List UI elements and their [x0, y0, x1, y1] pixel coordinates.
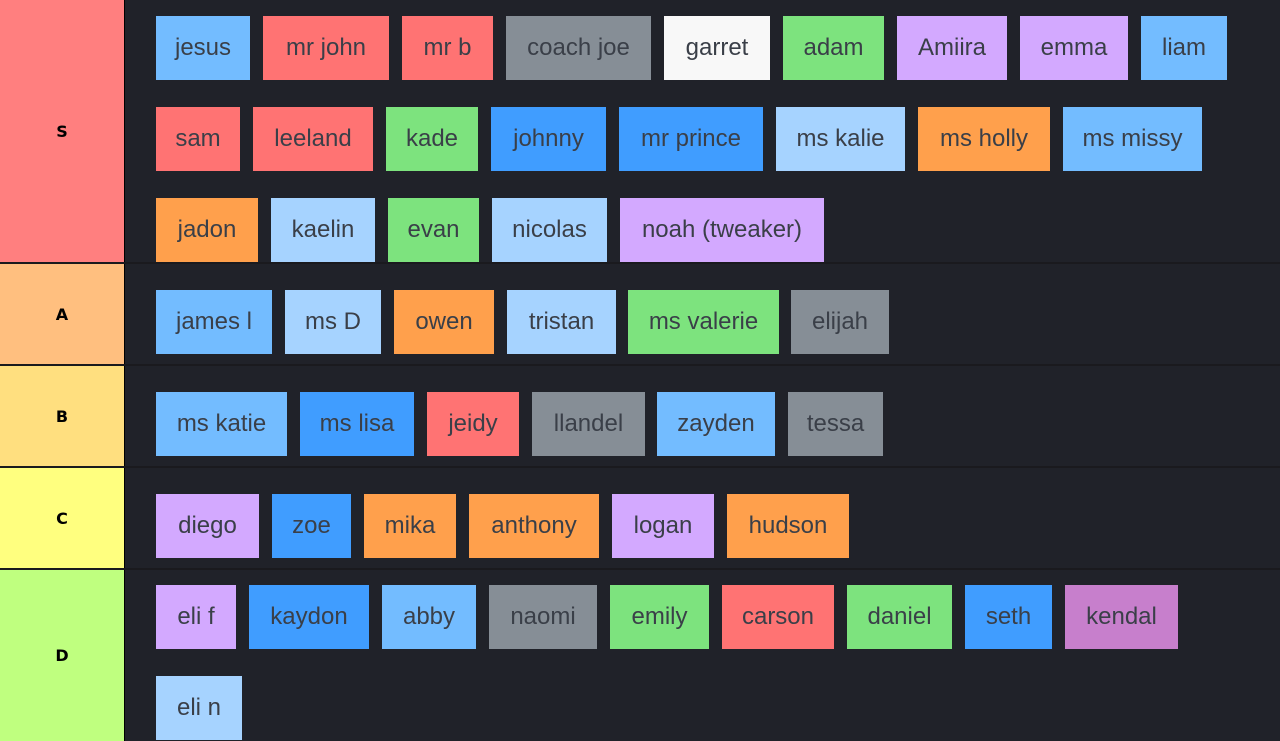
tier-item[interactable]: james l	[156, 290, 272, 354]
tier-item[interactable]: naomi	[489, 585, 597, 649]
tier-item[interactable]: adam	[783, 16, 884, 80]
tier-item[interactable]: jesus	[156, 16, 250, 80]
tier-item[interactable]: ms valerie	[628, 290, 779, 354]
tier-item[interactable]: ms holly	[918, 107, 1050, 171]
tier-item[interactable]: seth	[965, 585, 1052, 649]
tier-item[interactable]: elijah	[791, 290, 889, 354]
tier-row-s: S jesus mr john mr b coach joe garret ad…	[0, 0, 1280, 262]
tier-item[interactable]: kaydon	[249, 585, 369, 649]
tier-item[interactable]: anthony	[469, 494, 599, 558]
tier-item[interactable]: mr b	[402, 16, 493, 80]
tier-item[interactable]: emma	[1020, 16, 1128, 80]
tier-item[interactable]: eli f	[156, 585, 236, 649]
tier-item[interactable]: noah (tweaker)	[620, 198, 824, 262]
tier-item[interactable]: leeland	[253, 107, 373, 171]
tier-item[interactable]: jeidy	[427, 392, 519, 456]
tier-item[interactable]: ms katie	[156, 392, 287, 456]
tier-label-s: S	[0, 0, 124, 262]
tier-item[interactable]: hudson	[727, 494, 849, 558]
tier-item[interactable]: sam	[156, 107, 240, 171]
tier-items-s: jesus mr john mr b coach joe garret adam…	[124, 0, 1280, 262]
tier-item[interactable]: logan	[612, 494, 714, 558]
tier-item[interactable]: kendal	[1065, 585, 1178, 649]
tier-label-d: D	[0, 570, 124, 741]
tier-label-c: C	[0, 468, 124, 568]
tier-item[interactable]: eli n	[156, 676, 242, 740]
tier-row-b: B ms katie ms lisa jeidy llandel zayden …	[0, 366, 1280, 466]
tier-item[interactable]: ms missy	[1063, 107, 1202, 171]
tier-item[interactable]: mr prince	[619, 107, 763, 171]
tier-row-c: C diego zoe mika anthony logan hudson	[0, 468, 1280, 568]
tier-label-b: B	[0, 366, 124, 466]
tier-row-d: D eli f kaydon abby naomi emily carson d…	[0, 570, 1280, 741]
tier-items-d: eli f kaydon abby naomi emily carson dan…	[124, 570, 1280, 741]
tier-label-a: A	[0, 264, 124, 364]
tier-item[interactable]: nicolas	[492, 198, 607, 262]
tier-item[interactable]: llandel	[532, 392, 645, 456]
tier-items-a: james l ms D owen tristan ms valerie eli…	[124, 264, 1280, 364]
tier-item[interactable]: ms kalie	[776, 107, 905, 171]
tier-item[interactable]: owen	[394, 290, 494, 354]
tier-item[interactable]: ms D	[285, 290, 381, 354]
tier-item[interactable]: carson	[722, 585, 834, 649]
tier-item[interactable]: evan	[388, 198, 479, 262]
tier-item[interactable]: daniel	[847, 585, 952, 649]
tier-item[interactable]: johnny	[491, 107, 606, 171]
tier-item[interactable]: emily	[610, 585, 709, 649]
tier-item[interactable]: jadon	[156, 198, 258, 262]
tier-item[interactable]: Amiira	[897, 16, 1007, 80]
tier-item[interactable]: coach joe	[506, 16, 651, 80]
tier-item[interactable]: tristan	[507, 290, 616, 354]
tier-item[interactable]: zayden	[657, 392, 775, 456]
tier-row-a: A james l ms D owen tristan ms valerie e…	[0, 264, 1280, 364]
tier-item[interactable]: ms lisa	[300, 392, 414, 456]
tier-item[interactable]: liam	[1141, 16, 1227, 80]
tier-item[interactable]: diego	[156, 494, 259, 558]
tier-items-b: ms katie ms lisa jeidy llandel zayden te…	[124, 366, 1280, 466]
tier-item[interactable]: garret	[664, 16, 770, 80]
tier-item[interactable]: zoe	[272, 494, 351, 558]
tier-item[interactable]: abby	[382, 585, 476, 649]
tier-items-c: diego zoe mika anthony logan hudson	[124, 468, 1280, 568]
tier-item[interactable]: kade	[386, 107, 478, 171]
tier-item[interactable]: mr john	[263, 16, 389, 80]
tier-item[interactable]: mika	[364, 494, 456, 558]
tier-item[interactable]: kaelin	[271, 198, 375, 262]
tier-item[interactable]: tessa	[788, 392, 883, 456]
